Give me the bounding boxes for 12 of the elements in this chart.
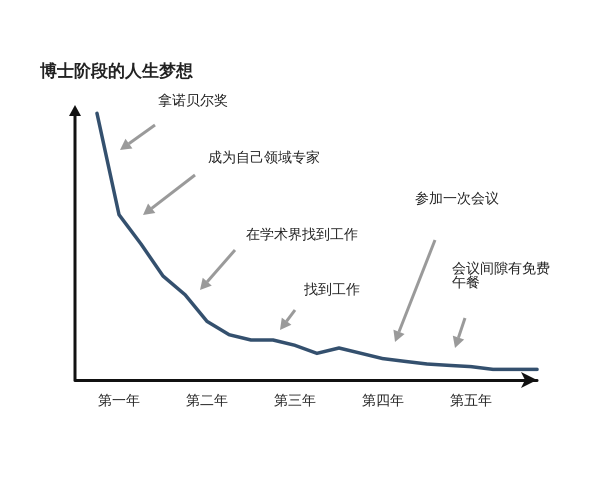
annotation: 在学术界找到工作 bbox=[246, 227, 358, 243]
chart-title: 博士阶段的人生梦想 bbox=[39, 62, 194, 82]
x-tick-label: 第二年 bbox=[186, 393, 228, 409]
annotation: 会议间隙有免费午餐 bbox=[452, 261, 550, 291]
x-tick-label: 第一年 bbox=[98, 393, 140, 409]
annotation: 找到工作 bbox=[303, 282, 360, 298]
x-tick-label: 第三年 bbox=[274, 393, 316, 409]
text: 拿诺贝尔奖 bbox=[158, 93, 228, 109]
annotation: 参加一次会议 bbox=[415, 191, 499, 207]
annotation: 成为自己领域专家 bbox=[208, 150, 320, 166]
x-tick-label: 第四年 bbox=[362, 393, 404, 409]
x-tick-label: 第五年 bbox=[450, 393, 492, 409]
